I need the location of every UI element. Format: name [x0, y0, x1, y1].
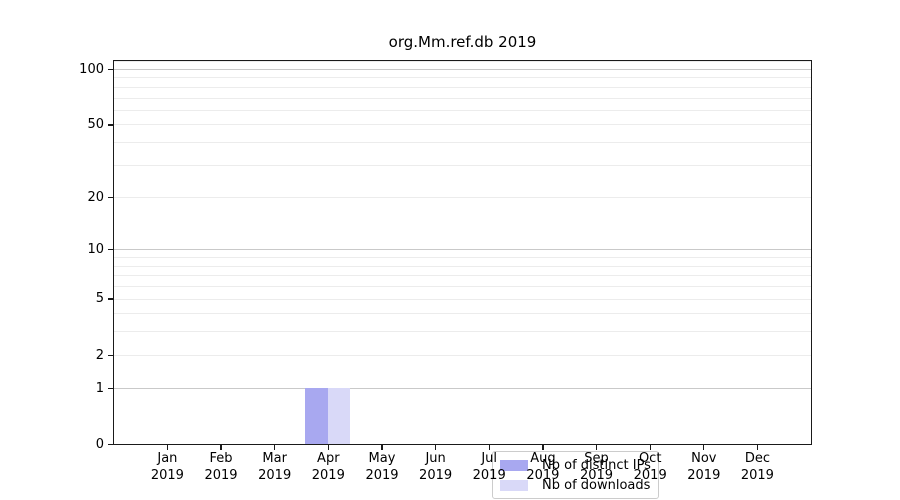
- x-tick-Apr: [327, 445, 329, 450]
- x-tick-Feb: [220, 445, 222, 450]
- gridline-y-7: [114, 275, 811, 277]
- x-tick-label-Feb: Feb 2019: [204, 451, 238, 483]
- legend-swatch-distinct-ips: [500, 459, 528, 471]
- y-tick-1: [108, 387, 113, 389]
- y-tick-label-1: 1: [95, 380, 104, 396]
- y-tick-2: [108, 354, 113, 356]
- y-tick-20: [108, 196, 113, 198]
- y-tick-label-5: 5: [95, 291, 104, 307]
- x-tick-label-Dec: Dec 2019: [740, 451, 774, 483]
- legend-swatch-downloads: [500, 479, 528, 491]
- gridline-y-90: [114, 77, 811, 79]
- x-tick-Mar: [274, 445, 276, 450]
- x-tick-label-Sep: Sep 2019: [579, 451, 614, 483]
- gridline-y-60: [114, 109, 811, 111]
- x-tick-label-Nov: Nov 2019: [687, 451, 721, 483]
- gridline-y-80: [114, 86, 811, 88]
- gridline-y-major-10: [114, 249, 811, 251]
- gridline-y-4: [114, 313, 811, 315]
- x-tick-label-May: May 2019: [365, 451, 399, 483]
- x-tick-label-Oct: Oct 2019: [633, 451, 667, 483]
- legend-item-distinct-ips: Nb of distinct IPs: [500, 457, 658, 473]
- x-tick-label-Mar: Mar 2019: [258, 451, 292, 483]
- y-tick-100: [108, 68, 113, 70]
- gridline-y-3: [114, 331, 811, 333]
- bar-nb-of-downloads-Apr: [327, 387, 351, 444]
- gridline-y-2: [114, 354, 811, 356]
- y-tick-50: [108, 124, 113, 126]
- x-tick-Aug: [542, 445, 544, 450]
- gridline-y-5: [114, 298, 811, 300]
- y-tick-label-100: 100: [79, 61, 104, 77]
- gridline-y-110: [114, 61, 811, 63]
- chart-title: org.Mm.ref.db 2019: [388, 33, 537, 51]
- x-tick-label-Jan: Jan 2019: [150, 451, 184, 483]
- bar-nb-of-distinct-ips-Apr: [305, 387, 328, 444]
- gridline-y-major-1: [114, 387, 811, 389]
- x-tick-label-Jun: Jun 2019: [419, 451, 453, 483]
- x-tick-Jun: [435, 445, 437, 450]
- gridline-y-20: [114, 196, 811, 198]
- x-tick-Jan: [166, 445, 169, 450]
- x-tick-Dec: [756, 445, 759, 450]
- y-tick-5: [108, 298, 113, 300]
- y-tick-label-20: 20: [87, 189, 104, 205]
- gridline-y-40: [114, 142, 811, 144]
- gridline-y-6: [114, 285, 811, 287]
- legend-label-downloads: Nb of downloads: [542, 477, 651, 493]
- gridline-y-major-100: [114, 68, 811, 70]
- y-tick-label-10: 10: [87, 242, 104, 258]
- x-tick-Sep: [595, 445, 598, 450]
- x-tick-Nov: [703, 445, 705, 450]
- x-tick-Oct: [649, 445, 651, 450]
- gridline-y-30: [114, 164, 811, 166]
- legend: Nb of distinct IPs Nb of downloads: [492, 451, 659, 499]
- gridline-y-50: [114, 124, 811, 126]
- y-tick-label-50: 50: [87, 117, 104, 133]
- y-tick-label-0: 0: [95, 437, 104, 453]
- y-tick-0: [108, 444, 113, 446]
- gridline-y-70: [114, 97, 811, 99]
- legend-label-distinct-ips: Nb of distinct IPs: [542, 457, 651, 473]
- x-tick-Jul: [488, 445, 490, 450]
- x-tick-May: [381, 445, 383, 450]
- gridline-y-8: [114, 265, 811, 267]
- plot-area: Nb of distinct IPs Nb of downloads: [113, 60, 812, 499]
- x-tick-label-Apr: Apr 2019: [311, 451, 345, 483]
- y-tick-label-2: 2: [95, 347, 104, 363]
- x-tick-label-Jul: Jul 2019: [472, 451, 506, 483]
- y-tick-10: [108, 249, 113, 251]
- x-tick-label-Aug: Aug 2019: [526, 451, 560, 483]
- gridline-y-9: [114, 256, 811, 258]
- legend-item-downloads: Nb of downloads: [500, 477, 658, 493]
